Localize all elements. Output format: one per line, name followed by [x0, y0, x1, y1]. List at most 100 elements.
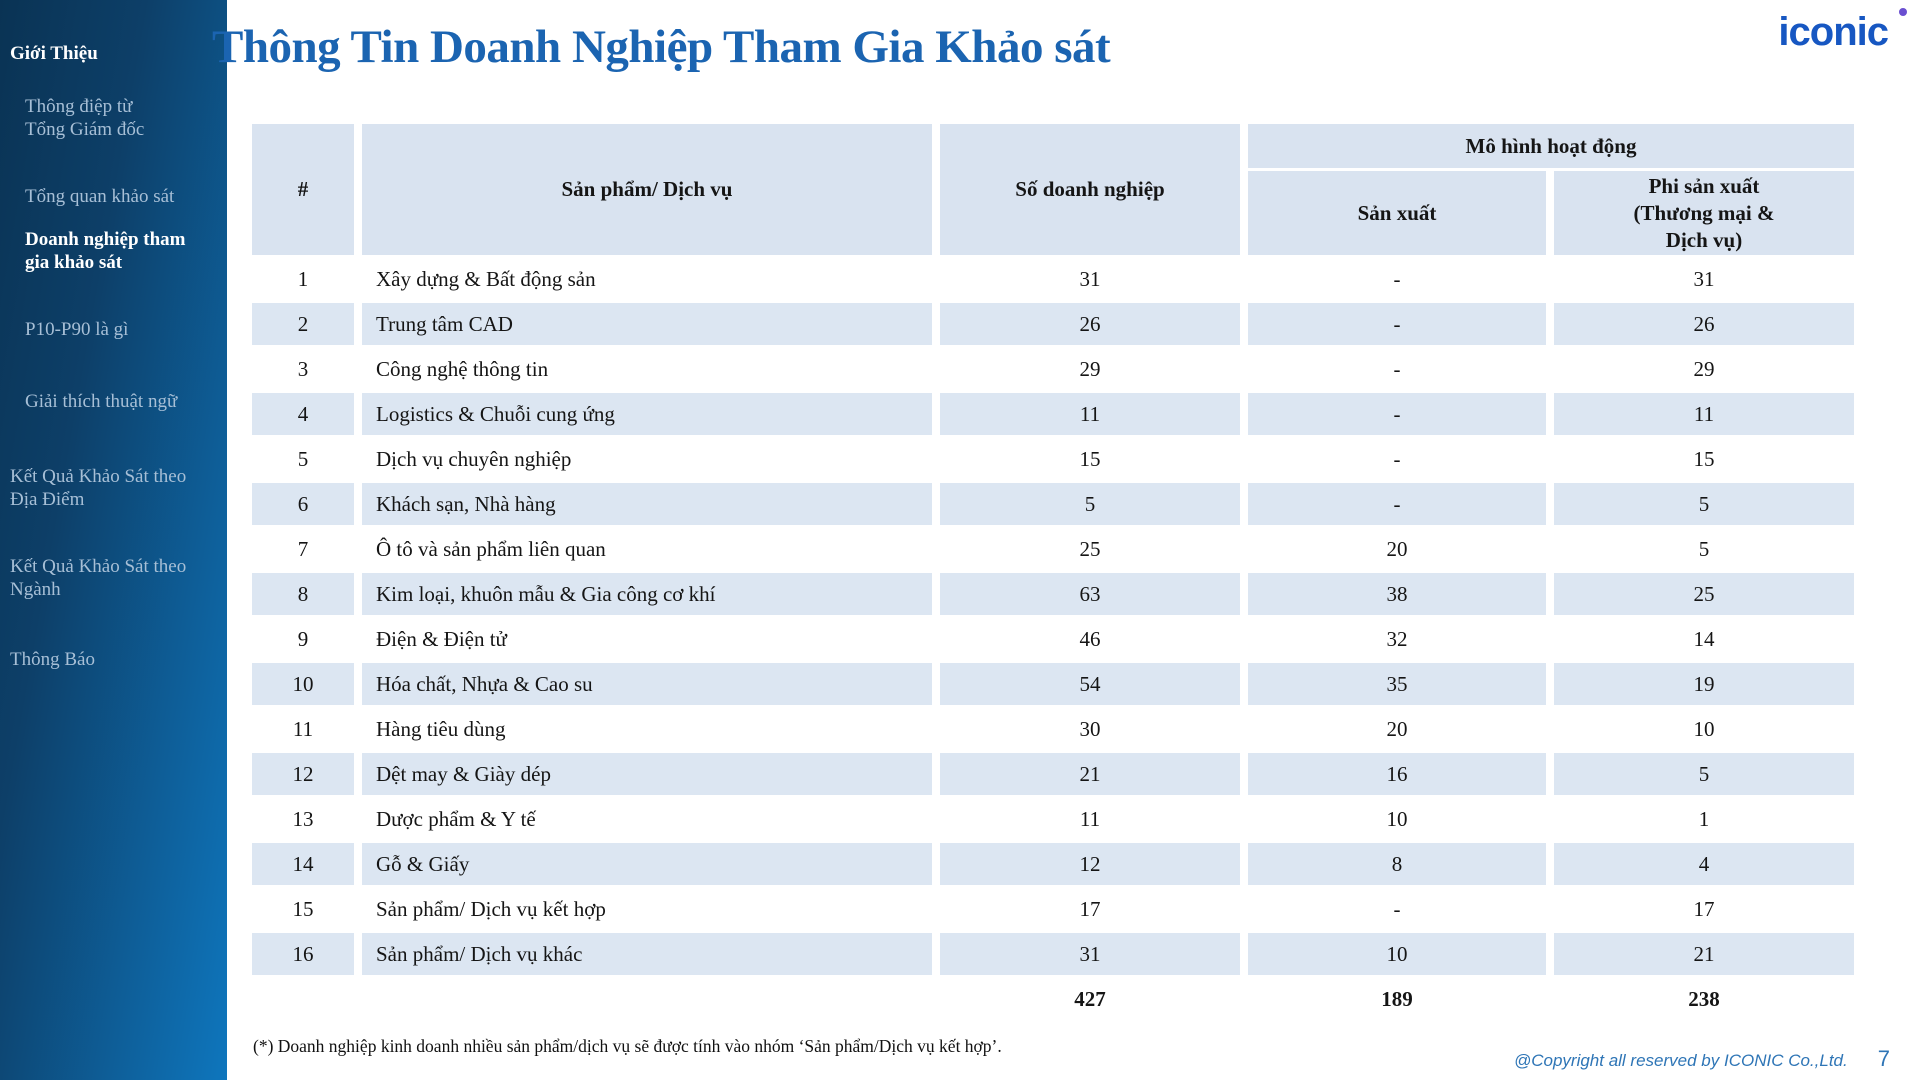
totals-row: 427 189 238 — [252, 978, 1854, 1020]
cell-non-manufacturing: 29 — [1693, 356, 1715, 381]
cell-count: 29 — [1079, 356, 1101, 381]
cell-count: 21 — [940, 753, 1240, 795]
table-row: 11 Hàng tiêu dùng 30 20 10 — [252, 708, 1854, 750]
cell-number: 2 — [252, 303, 354, 345]
cell-product: Hàng tiêu dùng — [376, 716, 506, 741]
cell-number: 11 — [292, 716, 314, 741]
cell-manufacturing: - — [1248, 393, 1546, 435]
col-header-count: Số doanh nghiệp — [940, 124, 1240, 255]
cell-non-manufacturing: 19 — [1554, 663, 1854, 705]
table-row: 9 Điện & Điện tử 46 32 14 — [252, 618, 1854, 660]
table-row: 8 Kim loại, khuôn mẫu & Gia công cơ khí 63… — [252, 573, 1854, 615]
cell-number: 8 — [252, 573, 354, 615]
cell-count: 30 — [1079, 716, 1101, 741]
cell-number: 6 — [252, 483, 354, 525]
cell-product: Logistics & Chuỗi cung ứng — [362, 393, 932, 435]
cell-product: Kim loại, khuôn mẫu & Gia công cơ khí — [362, 573, 932, 615]
sidebar-item[interactable]: Kết Quả Khảo Sát theo Ngành — [10, 556, 187, 600]
cell-manufacturing: 10 — [1248, 933, 1546, 975]
footnote: (*) Doanh nghiệp kinh doanh nhiều sản ph… — [253, 1036, 1002, 1056]
cell-product: Ô tô và sản phẩm liên quan — [376, 536, 606, 561]
table-row: 13 Dược phẩm & Y tế 11 10 1 — [252, 798, 1854, 840]
cell-manufacturing: 20 — [1386, 536, 1408, 561]
copyright-text: @Copyright all reserved by ICONIC Co.,Lt… — [1513, 1051, 1848, 1070]
col-header-manufacturing: Sản xuất — [1248, 171, 1546, 255]
cell-count: 31 — [940, 933, 1240, 975]
sidebar-item[interactable]: Kết Quả Khảo Sát theo Địa Điểm — [10, 466, 187, 510]
cell-manufacturing: - — [1393, 356, 1401, 381]
col-header-operating-model: Mô hình hoạt động — [1248, 124, 1854, 168]
cell-number: 16 — [252, 933, 354, 975]
cell-number: 3 — [297, 356, 309, 381]
cell-non-manufacturing: 31 — [1693, 266, 1715, 291]
cell-non-manufacturing: 5 — [1554, 753, 1854, 795]
corner-dot-icon — [1899, 8, 1907, 16]
iconic-logo: iconic — [1778, 10, 1889, 54]
cell-non-manufacturing: 26 — [1554, 303, 1854, 345]
cell-product: Xây dựng & Bất động sản — [376, 266, 596, 291]
cell-manufacturing: - — [1393, 266, 1401, 291]
cell-manufacturing: 38 — [1248, 573, 1546, 615]
page-title: Thông Tin Doanh Nghiệp Tham Gia Khảo sát — [212, 21, 1111, 73]
table-row: 2 Trung tâm CAD 26-26 — [252, 303, 1854, 345]
cell-number: 12 — [252, 753, 354, 795]
cell-manufacturing: 35 — [1248, 663, 1546, 705]
sidebar-item[interactable]: P10-P90 là gì — [25, 319, 129, 340]
cell-non-manufacturing: 21 — [1554, 933, 1854, 975]
table-body: 1 Xây dựng & Bất động sản 31 - 31 2 Trung tâm … — [252, 258, 1854, 975]
table-row: 16 Sản phẩm/ Dịch vụ khác 31 10 21 — [252, 933, 1854, 975]
cell-non-manufacturing: 5 — [1698, 536, 1710, 561]
col-header-product: Sản phẩm/ Dịch vụ — [362, 124, 932, 255]
cell-manufacturing: 10 — [1386, 806, 1408, 831]
table-row: 7 Ô tô và sản phẩm liên quan 25 20 5 — [252, 528, 1854, 570]
cell-count: 12 — [940, 843, 1240, 885]
cell-non-manufacturing: 1 — [1698, 806, 1710, 831]
sidebar-item[interactable]: Thông điệp từ Tổng Giám đốc — [25, 96, 145, 140]
cell-count: 11 — [940, 393, 1240, 435]
cell-non-manufacturing: 15 — [1693, 446, 1715, 471]
cell-product: Gỗ & Giấy — [362, 843, 932, 885]
cell-non-manufacturing: 25 — [1554, 573, 1854, 615]
sidebar-item[interactable]: Thông Báo — [10, 649, 95, 670]
cell-number: 4 — [252, 393, 354, 435]
cell-manufacturing: - — [1248, 483, 1546, 525]
table-row: 5 Dịch vụ chuyên nghiệp 15 - 15 — [252, 438, 1854, 480]
cell-number: 5 — [297, 446, 309, 471]
cell-product: Sản phẩm/ Dịch vụ kết hợp — [376, 896, 606, 921]
table-row: 3 Công nghệ thông tin 29 - 29 — [252, 348, 1854, 390]
total-count: 427 — [940, 978, 1240, 1020]
cell-manufacturing: 16 — [1248, 753, 1546, 795]
cell-manufacturing: - — [1393, 446, 1401, 471]
cell-count: 31 — [1079, 266, 1101, 291]
table-row: 1 Xây dựng & Bất động sản 31 - 31 — [252, 258, 1854, 300]
totals-empty — [252, 978, 354, 1020]
cell-count: 11 — [1079, 806, 1101, 831]
cell-product: Dịch vụ chuyên nghiệp — [376, 446, 572, 471]
cell-product: Khách sạn, Nhà hàng — [362, 483, 932, 525]
table-row: 12 Dệt may & Giày dép 21 16 5 — [252, 753, 1854, 795]
sidebar-item[interactable]: Tổng quan khảo sát — [25, 186, 175, 207]
sidebar: Giới Thiệu Thông điệp từ Tổng Giám đốc Tổn… — [0, 0, 227, 1080]
cell-number: 10 — [252, 663, 354, 705]
cell-product: Hóa chất, Nhựa & Cao su — [362, 663, 932, 705]
cell-count: 15 — [1079, 446, 1101, 471]
survey-table: # Sản phẩm/ Dịch vụ Số doanh nghiệp Mô h… — [244, 121, 1862, 1023]
cell-number: 15 — [292, 896, 314, 921]
cell-number: 14 — [252, 843, 354, 885]
cell-non-manufacturing: 10 — [1693, 716, 1715, 741]
cell-count: 63 — [940, 573, 1240, 615]
sidebar-item[interactable]: Doanh nghiệp tham gia khảo sát — [25, 229, 186, 273]
cell-product: Dược phẩm & Y tế — [376, 806, 536, 831]
cell-count: 26 — [940, 303, 1240, 345]
sidebar-item[interactable]: Giới Thiệu — [10, 43, 98, 64]
col-header-non-manufacturing: Phi sản xuất (Thương mại & Dịch vụ) — [1554, 171, 1854, 255]
cell-product: Công nghệ thông tin — [376, 356, 549, 381]
col-header-number: # — [252, 124, 354, 255]
sidebar-item[interactable]: Giải thích thuật ngữ — [25, 391, 178, 412]
totals-empty — [362, 978, 932, 1020]
cell-non-manufacturing: 11 — [1554, 393, 1854, 435]
table-row: 14 Gỗ & Giấy 12 8 4 — [252, 843, 1854, 885]
cell-product: Sản phẩm/ Dịch vụ khác — [362, 933, 932, 975]
table-row: 6 Khách sạn, Nhà hàng 5-5 — [252, 483, 1854, 525]
